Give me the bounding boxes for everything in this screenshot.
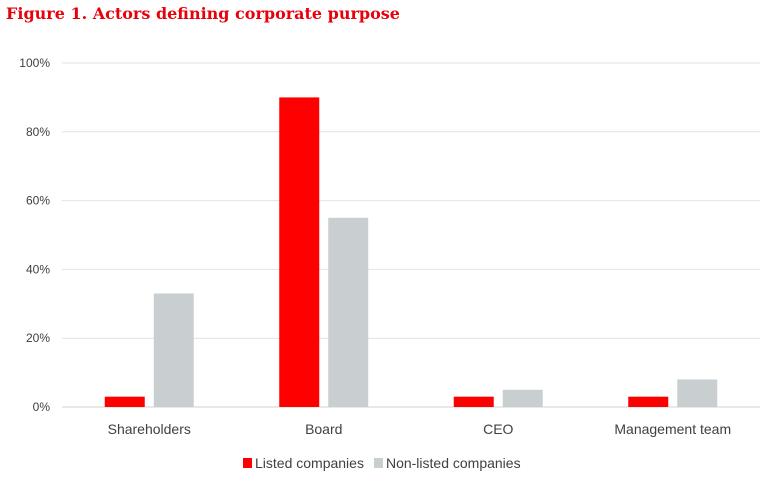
y-tick-label: 100% <box>19 56 50 70</box>
bar-non-listed-companies <box>677 379 718 407</box>
y-tick-label: 0% <box>33 400 51 414</box>
bar-listed-companies <box>279 97 320 408</box>
legend-swatch <box>373 458 383 468</box>
bar-non-listed-companies <box>153 293 194 407</box>
y-tick-label: 20% <box>26 331 50 345</box>
chart-title: Figure 1. Actors defining corporate purp… <box>6 4 400 23</box>
legend-label: Non-listed companies <box>386 455 521 471</box>
y-tick-label: 60% <box>26 194 50 208</box>
y-tick-label: 40% <box>26 262 50 276</box>
bar-non-listed-companies <box>502 389 543 407</box>
legend-swatch <box>243 458 252 468</box>
bar-listed-companies <box>453 396 494 407</box>
x-tick-label: Board <box>305 421 342 437</box>
x-tick-label: Management team <box>614 421 731 437</box>
bar-listed-companies <box>628 396 669 407</box>
y-tick-label: 80% <box>26 125 50 139</box>
x-tick-label: CEO <box>483 421 513 437</box>
x-tick-label: Shareholders <box>108 421 191 437</box>
bar-listed-companies <box>104 396 145 407</box>
legend-label: Listed companies <box>255 455 364 471</box>
bar-non-listed-companies <box>328 217 369 407</box>
